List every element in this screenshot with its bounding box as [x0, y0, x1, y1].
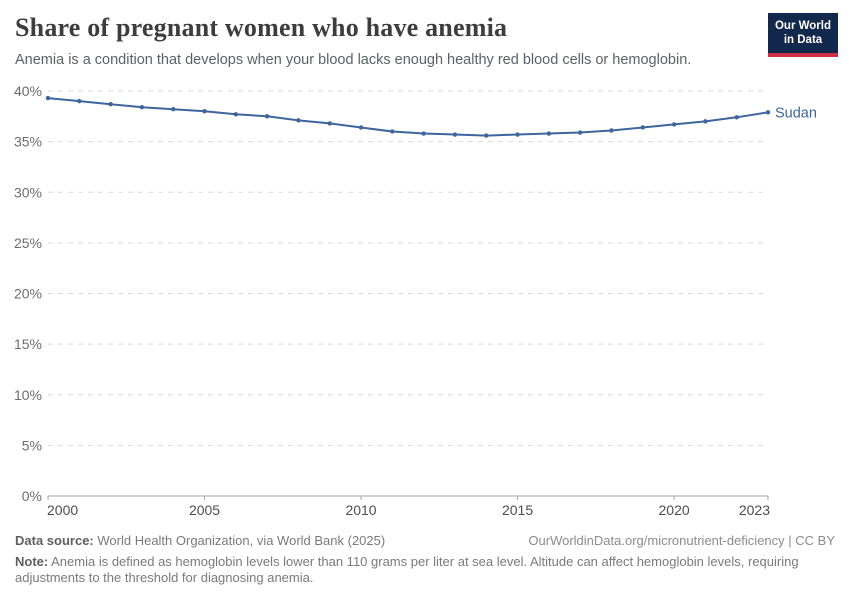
- y-tick-label: 20%: [14, 286, 42, 302]
- data-series-line: [47, 97, 769, 137]
- data-point: [671, 122, 677, 127]
- data-point: [484, 133, 489, 138]
- owid-logo-line1: Our World: [774, 20, 831, 32]
- data-source: Data source: World Health Organization, …: [15, 533, 385, 548]
- data-point: [515, 132, 520, 137]
- data-point: [45, 95, 51, 101]
- chart-footer: Data source: World Health Organization, …: [15, 533, 835, 586]
- data-point: [421, 131, 426, 136]
- data-point: [264, 114, 270, 119]
- x-tick-label: 2010: [345, 502, 376, 518]
- data-point: [233, 112, 239, 117]
- owid-logo-line2: in Data: [783, 34, 823, 47]
- data-point: [358, 125, 364, 130]
- footer-note-text: Anemia is defined as hemoglobin levels l…: [15, 554, 799, 585]
- chart-subtitle: Anemia is a condition that develops when…: [15, 52, 692, 68]
- chart-title: Share of pregnant women who have anemia: [15, 13, 508, 42]
- y-tick-label: 40%: [14, 83, 42, 99]
- data-point: [202, 109, 207, 114]
- data-point: [327, 121, 332, 126]
- data-point: [546, 131, 552, 136]
- y-tick-label: 15%: [14, 336, 42, 352]
- data-source-label: Data source:: [15, 533, 94, 548]
- x-tick-label: 2000: [47, 502, 78, 518]
- y-tick-label: 0%: [22, 488, 42, 504]
- data-point: [108, 101, 113, 107]
- footer-note: Note: Anemia is defined as hemoglobin le…: [15, 554, 835, 586]
- footer-url: OurWorldinData.org/micronutrient-deficie…: [528, 533, 835, 548]
- x-tick-label: 2005: [189, 502, 220, 518]
- data-point: [734, 115, 739, 120]
- line-chart-plot: 0% 5% 10% 15% 20% 25% 30% 35% 40% 2000 2005 2010 201…: [14, 83, 817, 518]
- y-tick-label: 35%: [14, 134, 42, 150]
- y-tick-label: 10%: [14, 387, 42, 403]
- series-label: Sudan: [775, 105, 817, 121]
- x-tick-label: 2023: [739, 502, 770, 518]
- data-point: [452, 132, 458, 137]
- y-tick-label: 5%: [22, 437, 42, 453]
- data-point: [609, 128, 614, 133]
- y-tick-label: 30%: [14, 184, 42, 200]
- data-point: [296, 118, 301, 123]
- y-tick-label: 25%: [14, 235, 42, 251]
- footer-note-label: Note:: [15, 554, 49, 569]
- data-point: [577, 130, 583, 135]
- data-point: [703, 119, 708, 124]
- data-point: [139, 105, 145, 110]
- data-point: [640, 125, 645, 130]
- data-point: [765, 110, 771, 115]
- owid-logo: Our World in Data: [768, 13, 838, 57]
- data-point: [77, 98, 82, 104]
- x-tick-label: 2015: [502, 502, 533, 518]
- data-point: [390, 129, 395, 134]
- data-source-value: World Health Organization, via World Ban…: [97, 533, 386, 548]
- data-point: [171, 107, 176, 112]
- x-tick-label: 2020: [659, 502, 690, 518]
